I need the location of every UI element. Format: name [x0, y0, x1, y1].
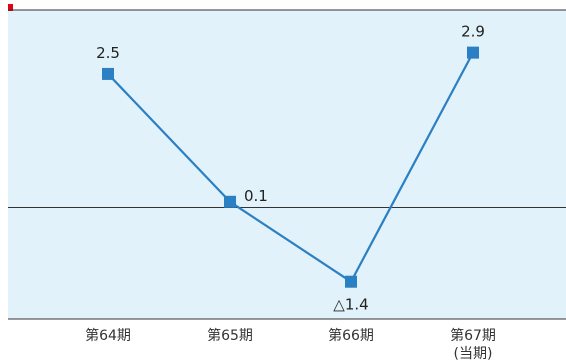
marker-layer	[102, 46, 479, 288]
data-label-layer: 2.5 0.1 △1.4 2.9	[96, 23, 485, 314]
data-label: 2.9	[461, 23, 485, 41]
series-line	[107, 52, 474, 283]
data-point-marker	[467, 46, 479, 59]
data-label: 0.1	[244, 187, 268, 205]
x-tick-label: 第65期	[207, 327, 253, 344]
data-point-marker	[345, 275, 357, 288]
accent-mark	[8, 4, 13, 11]
data-point-marker	[224, 195, 236, 208]
x-tick-label: 第66期	[328, 327, 374, 344]
data-label: 2.5	[96, 44, 120, 62]
series-layer	[107, 52, 474, 283]
x-tick-label: 第64期	[85, 327, 131, 344]
x-tick-label: 第67期	[450, 327, 496, 344]
plot-area	[8, 10, 566, 319]
data-label: △1.4	[333, 296, 368, 314]
x-tick-layer: 第64期 第65期 第66期 第67期 (当期)	[85, 327, 496, 362]
x-tick-sublabel: (当期)	[454, 346, 493, 362]
data-point-marker	[102, 67, 114, 80]
